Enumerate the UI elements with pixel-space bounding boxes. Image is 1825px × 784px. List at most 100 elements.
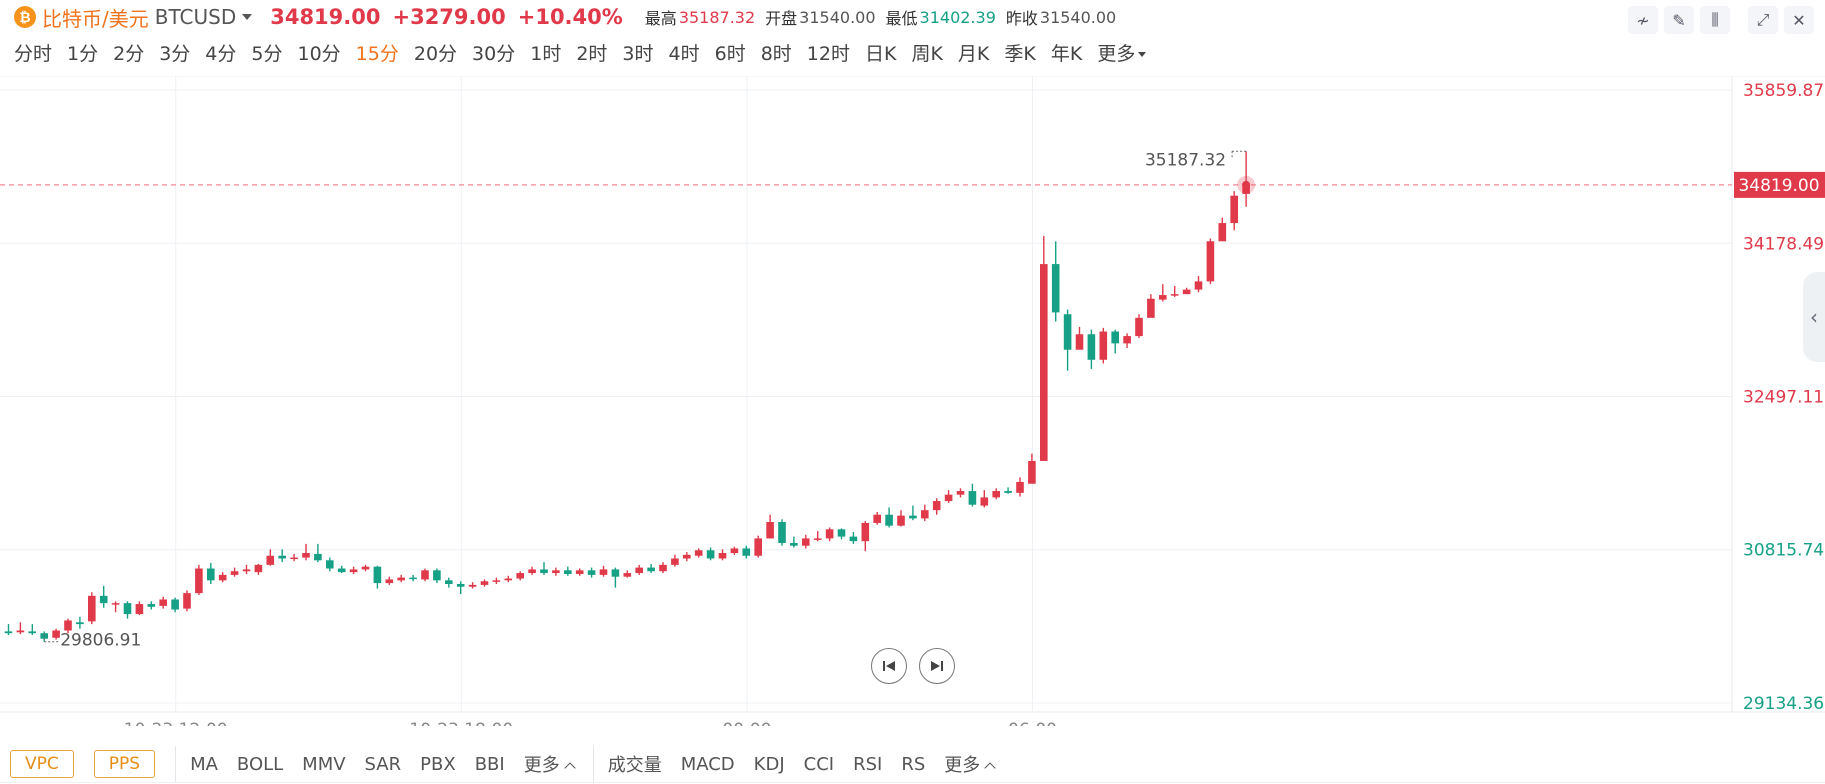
period-1[interactable]: 1分 [67,42,99,65]
period-more-label: 更多 [1097,42,1136,65]
period-0[interactable]: 分时 [14,42,53,65]
sub-indicator-2[interactable]: KDJ [753,753,785,775]
pair-code[interactable]: BTCUSD [154,5,237,29]
period-5[interactable]: 5分 [251,42,283,65]
candle-body [849,536,858,542]
candle-body [1099,331,1108,360]
candle [897,510,905,527]
candle [671,554,679,567]
candle-body [1075,334,1084,350]
candle [480,579,489,587]
period-15[interactable]: 8时 [760,42,792,65]
candle [694,548,703,558]
candle [1087,329,1096,369]
indicator-bbi[interactable]: BBI [474,753,505,775]
candle [599,565,608,577]
sub-indicator-1[interactable]: MACD [680,753,735,775]
indicator-pbx[interactable]: PBX [420,753,456,775]
main-indicator-more-button[interactable]: 更多 [524,751,576,777]
expand-icon[interactable]: ⤢ [1748,6,1778,34]
period-7[interactable]: 15分 [355,42,399,65]
pill-vpc[interactable]: VPC [10,750,74,778]
candle-body [1111,331,1119,344]
candle [76,616,84,629]
skip-forward-button[interactable] [919,648,955,684]
candle [718,549,727,561]
period-19[interactable]: 月K [957,42,990,65]
period-4[interactable]: 4分 [205,42,237,65]
candle [837,528,846,540]
candle [1242,151,1250,207]
period-3[interactable]: 3分 [159,42,191,65]
skip-back-button[interactable] [871,648,907,684]
chevron-down-icon[interactable] [242,14,253,20]
period-more-button[interactable]: 更多 [1097,39,1147,66]
candle-body [813,538,822,540]
candle-body [956,491,965,495]
candle [885,507,893,528]
candle-body [218,574,227,581]
candle [932,498,941,515]
indicator-ma[interactable]: MA [190,753,218,775]
side-panel-toggle[interactable]: ‹ [1803,272,1825,362]
candle-body [1242,184,1250,194]
candlestick-icon[interactable]: ⫼ [1700,6,1730,34]
low-value: 31402.39 [919,7,996,27]
candle [909,505,917,521]
sub-indicator-0[interactable]: 成交量 [607,755,662,776]
period-8[interactable]: 20分 [413,42,458,65]
price-change: +3279.00 [392,5,506,29]
indicator-sar[interactable]: SAR [364,753,402,775]
sub-indicator-4[interactable]: RSI [853,753,883,775]
candle [980,490,989,508]
pencil-icon[interactable]: ✎ [1664,6,1694,34]
pill-pps[interactable]: PPS [93,750,156,778]
candle-body [16,630,25,633]
period-6[interactable]: 10分 [297,42,341,65]
candle-body [64,620,72,631]
candle-body [683,554,691,559]
line-tool-icon[interactable]: ≁ [1628,6,1658,34]
period-11[interactable]: 2时 [576,42,608,65]
price-change-pct: +10.40% [517,5,623,29]
pair-name[interactable]: 比特币/美元 [42,6,149,31]
period-16[interactable]: 12时 [806,42,850,65]
period-20[interactable]: 季K [1004,42,1036,65]
candle [111,601,120,613]
open-value: 31540.00 [799,7,876,27]
candle [873,511,881,525]
period-14[interactable]: 6时 [714,42,746,65]
candlestick-chart[interactable]: 35859.87 34178.49 32497.11 30815.74 29134.36… [0,76,1825,726]
sub-indicator-3[interactable]: CCI [803,753,835,775]
candle [992,488,1000,500]
indicator-mmv[interactable]: MMV [302,753,346,775]
candle [540,562,548,575]
period-12[interactable]: 3时 [622,42,654,65]
x-tick-label: 10-23 12:00 [124,720,228,726]
candle-body [480,581,489,585]
y-tick-label: 29134.36 [1743,694,1824,714]
candle-body [802,538,810,546]
period-2[interactable]: 2分 [113,42,145,65]
sub-indicator-5[interactable]: RS [901,753,926,775]
period-18[interactable]: 周K [911,42,943,65]
period-9[interactable]: 30分 [472,42,516,65]
candle [921,504,929,522]
candle [361,564,370,572]
window-controls: ⤢ ✕ [1748,6,1814,34]
candle-body [111,603,120,605]
candle-body [492,580,501,582]
period-17[interactable]: 日K [864,42,897,65]
close-icon[interactable]: ✕ [1784,6,1814,34]
sub-indicator-more-button[interactable]: 更多 [944,751,996,777]
candle-body [1194,281,1203,290]
y-tick-label: 35859.87 [1743,81,1824,101]
candle [802,534,810,549]
indicator-boll[interactable]: BOLL [236,753,284,775]
candle-body [445,580,453,584]
period-13[interactable]: 4时 [668,42,700,65]
candle-body [611,569,620,577]
period-10[interactable]: 1时 [530,42,562,65]
period-21[interactable]: 年K [1050,42,1083,65]
candle-body [207,568,215,581]
